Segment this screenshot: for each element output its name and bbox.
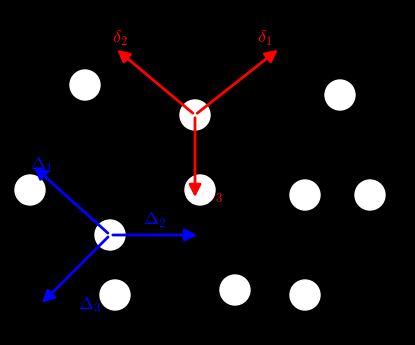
Circle shape bbox=[100, 280, 130, 310]
Text: $\delta_1$: $\delta_1$ bbox=[257, 29, 273, 48]
Circle shape bbox=[185, 175, 215, 205]
Circle shape bbox=[95, 220, 125, 250]
Text: $\Delta_2$: $\Delta_2$ bbox=[143, 210, 167, 229]
Text: $\delta_2$: $\delta_2$ bbox=[112, 29, 128, 48]
Circle shape bbox=[70, 70, 100, 100]
Text: $\Delta_3$: $\Delta_3$ bbox=[78, 295, 102, 315]
Circle shape bbox=[220, 275, 250, 305]
Text: $\delta_3$: $\delta_3$ bbox=[207, 186, 223, 205]
Circle shape bbox=[290, 180, 320, 210]
Circle shape bbox=[355, 180, 385, 210]
Circle shape bbox=[180, 100, 210, 130]
Circle shape bbox=[290, 280, 320, 310]
Text: $\Delta_1$: $\Delta_1$ bbox=[30, 156, 54, 175]
Circle shape bbox=[325, 80, 355, 110]
Circle shape bbox=[15, 175, 45, 205]
